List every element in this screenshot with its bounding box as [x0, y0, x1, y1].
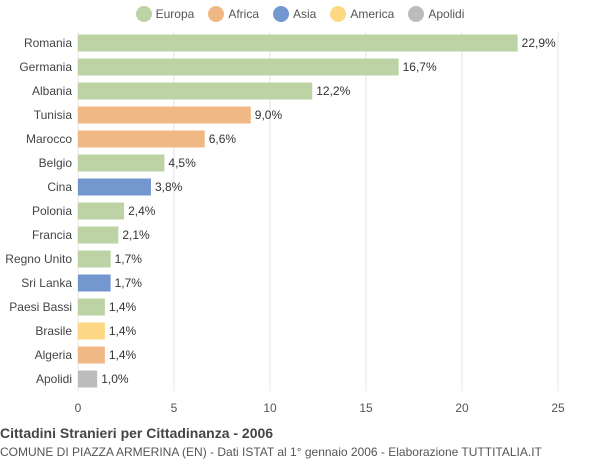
legend-label: America [350, 7, 395, 21]
bar [78, 58, 399, 76]
value-label: 4,5% [168, 156, 196, 170]
legend-swatch [208, 6, 225, 22]
category-label: Tunisia [34, 108, 73, 122]
x-tick-label: 20 [455, 401, 469, 415]
category-label: Apolidi [36, 372, 72, 386]
value-label: 2,1% [122, 228, 150, 242]
bar [78, 322, 105, 340]
bar [78, 298, 105, 316]
legend-item-apolidi: Apolidi [408, 6, 464, 22]
value-label: 3,8% [155, 180, 183, 194]
category-label: Romania [24, 36, 72, 50]
bar [78, 202, 125, 220]
category-label: Sri Lanka [21, 276, 72, 290]
category-label: Cina [47, 180, 72, 194]
category-label: Albania [32, 84, 72, 98]
value-label: 1,4% [109, 324, 137, 338]
value-label: 1,0% [101, 372, 129, 386]
legend-swatch [273, 6, 289, 22]
value-label: 12,2% [316, 84, 350, 98]
x-tick-label: 25 [551, 401, 565, 415]
bar [78, 346, 105, 364]
legend-label: Europa [155, 7, 195, 21]
legend-swatch [330, 6, 347, 22]
category-label: Polonia [32, 204, 72, 218]
category-label: Regno Unito [5, 252, 72, 266]
value-label: 1,4% [109, 348, 137, 362]
bar [78, 34, 518, 52]
category-label: Germania [19, 60, 72, 74]
legend-item-europa: Europa [135, 6, 195, 22]
legend-swatch [135, 6, 152, 22]
x-tick-label: 15 [359, 401, 373, 415]
legend-item-america: America [330, 6, 394, 22]
category-label: Francia [32, 228, 72, 242]
legend-item-africa: Africa [208, 6, 259, 22]
value-label: 1,7% [115, 252, 143, 266]
bar [78, 226, 119, 244]
legend-label: Asia [293, 7, 317, 21]
category-label: Marocco [26, 132, 72, 146]
value-label: 1,4% [109, 300, 137, 314]
bar [78, 370, 98, 388]
value-label: 22,9% [522, 36, 556, 50]
value-label: 16,7% [403, 60, 437, 74]
bar [78, 106, 251, 124]
legend-label: Africa [228, 7, 259, 21]
category-label: Paesi Bassi [9, 300, 72, 314]
category-label: Belgio [39, 156, 73, 170]
bar [78, 274, 111, 292]
bar [78, 154, 165, 172]
bar [78, 82, 313, 100]
value-label: 1,7% [115, 276, 143, 290]
chart-footer-title: Cittadini Stranieri per Cittadinanza - 2… [0, 425, 274, 441]
chart-footer-subtitle: COMUNE DI PIAZZA ARMERINA (EN) - Dati IS… [0, 445, 542, 459]
category-label: Brasile [35, 324, 72, 338]
legend-item-asia: Asia [273, 6, 316, 22]
bar [78, 130, 205, 148]
bar [78, 250, 111, 268]
category-label: Algeria [35, 348, 73, 362]
value-label: 2,4% [128, 204, 156, 218]
bar-chart: 0 5 10 15 20 25 Romania 22,9% Germania 16,7% Alban… [5, 31, 565, 415]
legend-label: Apolidi [428, 7, 465, 21]
x-tick-label: 5 [171, 401, 178, 415]
legend-swatch [408, 6, 425, 22]
legend: Europa Africa Asia America Apolidi [0, 6, 600, 22]
value-label: 6,6% [209, 132, 237, 146]
x-tick-label: 0 [75, 401, 82, 415]
x-tick-label: 10 [263, 401, 277, 415]
bar [78, 178, 151, 196]
value-label: 9,0% [255, 108, 283, 122]
